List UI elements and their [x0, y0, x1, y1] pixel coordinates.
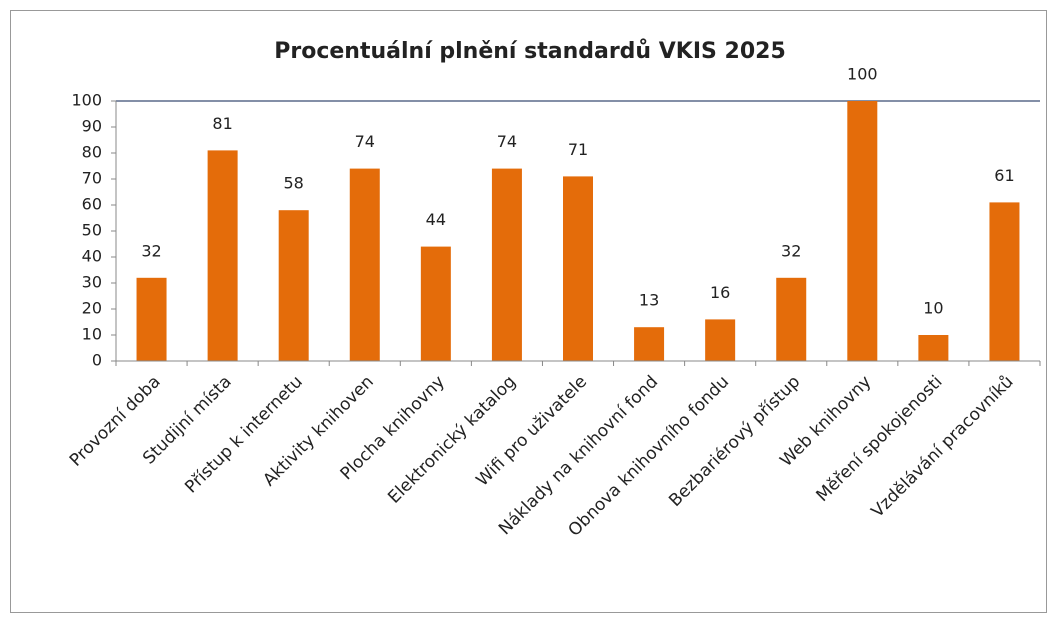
- data-label: 44: [426, 210, 446, 229]
- data-label: 58: [284, 174, 304, 193]
- y-tick-label: 0: [92, 351, 102, 370]
- y-tick-label: 100: [71, 91, 102, 110]
- data-label: 16: [710, 283, 730, 302]
- data-label: 32: [781, 241, 801, 260]
- data-label: 13: [639, 291, 659, 310]
- data-label: 61: [994, 166, 1014, 185]
- y-tick-label: 50: [82, 221, 102, 240]
- y-tick-label: 70: [82, 169, 102, 188]
- bar: [989, 202, 1020, 361]
- bar: [491, 168, 522, 361]
- y-tick-label: 40: [82, 247, 102, 266]
- data-label: 32: [141, 241, 161, 260]
- y-tick-label: 60: [82, 195, 102, 214]
- bar: [918, 335, 949, 361]
- bar: [563, 176, 593, 361]
- data-label: 71: [568, 140, 588, 159]
- y-tick-label: 20: [82, 299, 102, 318]
- y-tick-label: 90: [82, 117, 102, 136]
- bar: [349, 168, 380, 361]
- y-tick-label: 80: [82, 143, 102, 162]
- data-label: 74: [497, 132, 517, 151]
- bar: [136, 277, 167, 361]
- y-tick-label: 30: [82, 273, 102, 292]
- data-label: 81: [212, 114, 232, 133]
- bar: [634, 327, 665, 361]
- bar: [207, 150, 238, 361]
- bar: [278, 210, 309, 361]
- data-label: 74: [355, 132, 375, 151]
- y-tick-label: 10: [82, 325, 102, 344]
- bar: [776, 277, 807, 361]
- bar: [847, 101, 878, 361]
- chart-title: Procentuální plnění standardů VKIS 2025: [274, 39, 786, 64]
- bar: [420, 246, 451, 361]
- bar: [705, 319, 736, 361]
- data-label: 100: [847, 65, 878, 84]
- data-label: 10: [923, 299, 943, 318]
